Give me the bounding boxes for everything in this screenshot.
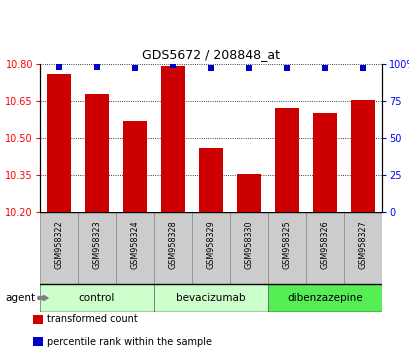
Point — [245, 65, 252, 71]
Bar — [40, 284, 154, 312]
Bar — [154, 212, 191, 284]
Bar — [78, 212, 116, 284]
Text: GSM958323: GSM958323 — [92, 220, 101, 269]
Bar — [154, 284, 267, 312]
Bar — [274, 108, 299, 212]
Bar — [84, 93, 109, 212]
Bar — [122, 121, 147, 212]
Point — [359, 65, 365, 71]
Bar — [312, 113, 337, 212]
Point — [131, 65, 138, 71]
Text: GSM958322: GSM958322 — [54, 220, 63, 269]
Bar — [350, 100, 374, 212]
Point — [283, 65, 290, 71]
Text: control: control — [79, 293, 115, 303]
Text: bevacizumab: bevacizumab — [176, 293, 245, 303]
Bar — [33, 337, 43, 347]
Text: GSM958326: GSM958326 — [320, 220, 329, 269]
Bar — [343, 212, 381, 284]
Text: agent: agent — [6, 293, 36, 303]
Point — [56, 64, 62, 70]
Bar — [236, 174, 261, 212]
Title: GDS5672 / 208848_at: GDS5672 / 208848_at — [142, 48, 279, 62]
Text: GSM958330: GSM958330 — [244, 220, 253, 269]
Bar — [229, 212, 267, 284]
Point — [207, 65, 214, 71]
Text: GSM958325: GSM958325 — [282, 220, 291, 269]
Text: dibenzazepine: dibenzazepine — [286, 293, 362, 303]
Text: GSM958328: GSM958328 — [168, 220, 177, 269]
Bar — [305, 212, 343, 284]
Text: GSM958327: GSM958327 — [357, 220, 366, 269]
Bar — [33, 314, 43, 324]
Point — [169, 63, 176, 68]
Bar — [198, 148, 223, 212]
Bar — [160, 67, 185, 212]
Bar — [267, 284, 381, 312]
Text: GSM958324: GSM958324 — [130, 220, 139, 269]
Point — [94, 64, 100, 70]
Bar — [191, 212, 229, 284]
Bar — [267, 212, 305, 284]
Bar — [116, 212, 154, 284]
Bar — [47, 74, 71, 212]
Text: GSM958329: GSM958329 — [206, 220, 215, 269]
Bar — [40, 212, 78, 284]
Text: percentile rank within the sample: percentile rank within the sample — [47, 337, 211, 347]
Point — [321, 65, 328, 71]
Text: transformed count: transformed count — [47, 314, 137, 324]
